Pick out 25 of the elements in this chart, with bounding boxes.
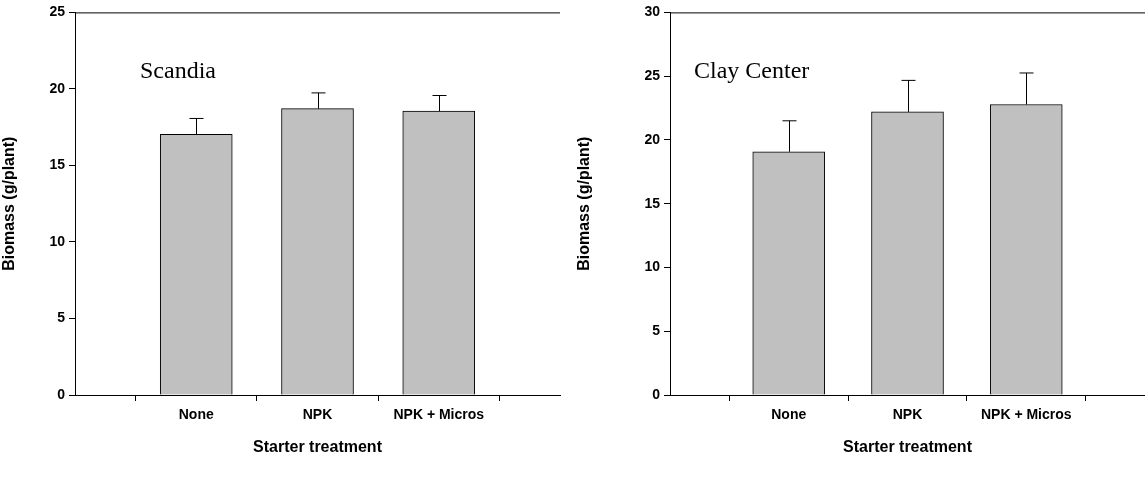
y-tick-label: 30 xyxy=(644,3,661,20)
x-tick-label: NPK xyxy=(302,406,333,423)
text: Clay Center xyxy=(694,57,810,83)
y-tick-label: 25 xyxy=(644,67,661,84)
y-tick-label: 15 xyxy=(49,156,66,173)
y-tick-label: 5 xyxy=(652,322,661,339)
y-tick-label: 10 xyxy=(49,232,66,249)
y-tick-label: 5 xyxy=(57,309,66,326)
y-tick-label: 15 xyxy=(644,194,661,211)
y-tick-label: 0 xyxy=(652,385,661,402)
y-tick-label: 0 xyxy=(57,385,66,402)
y-axis-title: Biomass (g/plant) xyxy=(0,136,18,271)
x-tick-label: NPK + Micros xyxy=(980,406,1072,423)
x-tick-label: NPK + Micros xyxy=(393,406,485,423)
x-tick-label: NPK xyxy=(892,406,923,423)
y-tick-label: 25 xyxy=(49,3,66,20)
y-axis-title: Biomass (g/plant) xyxy=(575,136,593,271)
x-tick-label: None xyxy=(771,406,807,423)
text: Scandia xyxy=(140,57,217,83)
y-tick-label: 20 xyxy=(644,130,661,147)
x-axis-title: Starter treatment xyxy=(253,437,383,455)
y-tick-label: 20 xyxy=(49,79,66,96)
x-tick-label: None xyxy=(178,406,214,423)
y-tick-label: 10 xyxy=(644,258,661,275)
x-axis-title: Starter treatment xyxy=(843,437,973,455)
